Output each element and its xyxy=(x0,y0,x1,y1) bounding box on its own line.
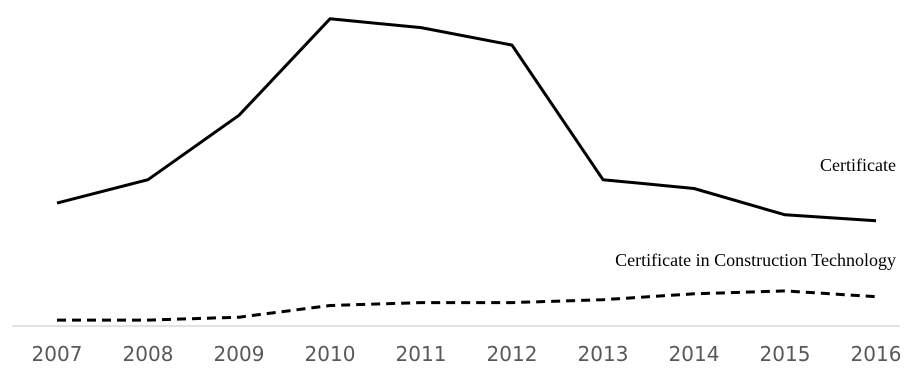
x-tick-label-2007: 2007 xyxy=(32,342,83,366)
series-line-certificate xyxy=(56,17,877,223)
series-layer xyxy=(56,17,877,322)
x-tick-label-2013: 2013 xyxy=(578,342,629,366)
x-tick-label-2010: 2010 xyxy=(305,342,356,366)
x-tick-label-2014: 2014 xyxy=(669,342,720,366)
x-tick-label-2015: 2015 xyxy=(760,342,811,366)
series-label-certificate: Certificate xyxy=(820,155,896,175)
x-tick-label-2016: 2016 xyxy=(851,342,902,366)
x-tick-label-2012: 2012 xyxy=(487,342,538,366)
series-line-certificate-in-construction-technology xyxy=(57,289,877,322)
x-tick-label-2008: 2008 xyxy=(123,342,174,366)
x-tick-labels: 2007 2008 2009 2010 2011 2012 2013 2014 2015 2016 xyxy=(32,342,902,366)
x-tick-label-2009: 2009 xyxy=(214,342,265,366)
series-label-construction-technology: Certificate in Construction Technology xyxy=(615,250,896,270)
x-tick-label-2011: 2011 xyxy=(396,342,447,366)
